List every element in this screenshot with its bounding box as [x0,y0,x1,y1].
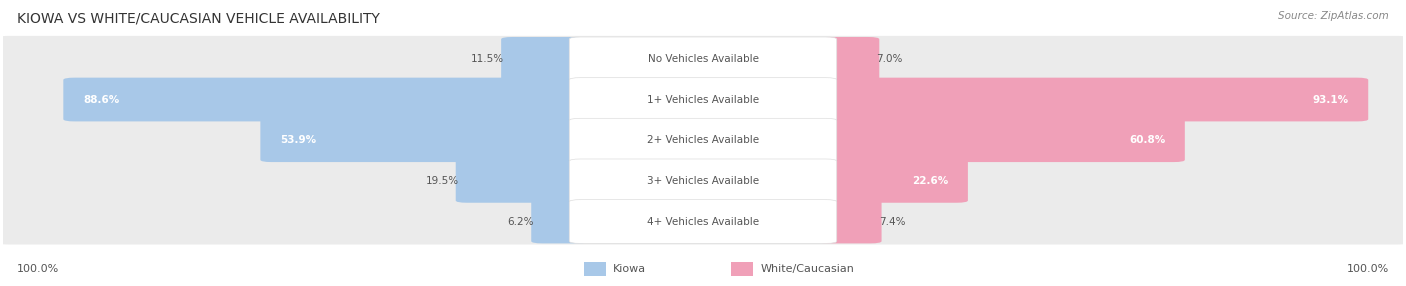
Text: 7.0%: 7.0% [876,54,903,64]
FancyBboxPatch shape [0,158,1406,204]
FancyBboxPatch shape [817,159,967,203]
Text: White/Caucasian: White/Caucasian [761,264,855,274]
Text: 100.0%: 100.0% [1347,264,1389,274]
FancyBboxPatch shape [817,37,879,81]
FancyBboxPatch shape [583,262,606,276]
Text: 3+ Vehicles Available: 3+ Vehicles Available [647,176,759,186]
Text: No Vehicles Available: No Vehicles Available [648,54,758,64]
FancyBboxPatch shape [731,262,754,276]
Text: 22.6%: 22.6% [912,176,948,186]
FancyBboxPatch shape [531,200,589,243]
Text: 7.4%: 7.4% [879,217,905,227]
Text: Kiowa: Kiowa [613,264,647,274]
FancyBboxPatch shape [569,78,837,121]
Text: 4+ Vehicles Available: 4+ Vehicles Available [647,217,759,227]
FancyBboxPatch shape [569,37,837,81]
Text: 100.0%: 100.0% [17,264,59,274]
Text: 19.5%: 19.5% [426,176,458,186]
Text: Source: ZipAtlas.com: Source: ZipAtlas.com [1278,11,1389,21]
FancyBboxPatch shape [0,77,1406,122]
Text: 1+ Vehicles Available: 1+ Vehicles Available [647,95,759,104]
FancyBboxPatch shape [0,36,1406,82]
FancyBboxPatch shape [63,78,589,121]
FancyBboxPatch shape [0,198,1406,245]
FancyBboxPatch shape [569,118,837,162]
FancyBboxPatch shape [0,117,1406,163]
Text: 6.2%: 6.2% [508,217,534,227]
Text: 60.8%: 60.8% [1129,135,1166,145]
Text: 2+ Vehicles Available: 2+ Vehicles Available [647,135,759,145]
FancyBboxPatch shape [260,118,589,162]
FancyBboxPatch shape [817,78,1368,121]
Text: 93.1%: 93.1% [1313,95,1348,104]
FancyBboxPatch shape [569,200,837,243]
FancyBboxPatch shape [456,159,589,203]
Text: KIOWA VS WHITE/CAUCASIAN VEHICLE AVAILABILITY: KIOWA VS WHITE/CAUCASIAN VEHICLE AVAILAB… [17,11,380,25]
FancyBboxPatch shape [817,200,882,243]
FancyBboxPatch shape [569,159,837,203]
Text: 53.9%: 53.9% [280,135,316,145]
Text: 11.5%: 11.5% [471,54,503,64]
Text: 88.6%: 88.6% [83,95,120,104]
FancyBboxPatch shape [817,118,1185,162]
FancyBboxPatch shape [501,37,589,81]
